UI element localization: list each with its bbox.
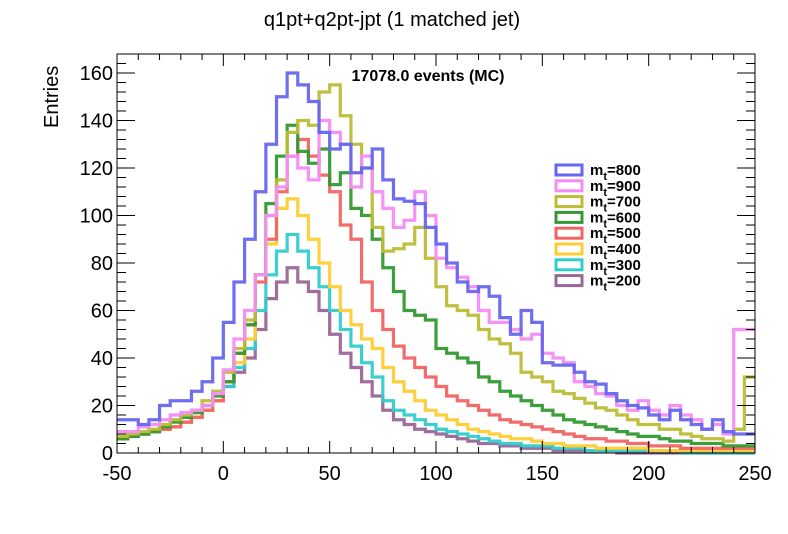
legend-label-0: mt=800 [590, 162, 641, 183]
legend-label-6: mt=300 [590, 257, 641, 278]
y-tick-label: 40 [91, 348, 113, 370]
legend-swatch-7 [554, 274, 584, 288]
x-tick-label: 150 [526, 463, 559, 485]
x-tick-label: 200 [632, 463, 665, 485]
y-tick-label: 100 [80, 206, 113, 228]
legend-label-5: mt=400 [590, 241, 641, 262]
events-annotation: 17078.0 events (MC) [352, 68, 505, 85]
y-tick-label: 120 [80, 158, 113, 180]
legend-swatch-2 [554, 195, 584, 209]
x-tick-label: 0 [218, 463, 229, 485]
legend-label-1: mt=900 [590, 178, 641, 199]
legend-swatch-1 [554, 179, 584, 193]
legend-label-3: mt=600 [590, 209, 641, 230]
x-tick-label: 50 [319, 463, 341, 485]
series-line-3 [117, 123, 755, 448]
chart-title: q1pt+q2pt-jpt (1 matched jet) [264, 9, 520, 31]
x-tick-label: 100 [419, 463, 452, 485]
y-tick-label: 60 [91, 301, 113, 323]
legend: mt=800mt=900mt=700mt=600mt=500mt=400mt=3… [554, 162, 641, 294]
y-tick-label: 0 [102, 443, 113, 465]
legend-swatch-6 [554, 258, 584, 272]
series-layer [117, 71, 755, 455]
y-tick-label: 80 [91, 253, 113, 275]
legend-label-2: mt=700 [590, 194, 641, 215]
x-tick-label: 250 [738, 463, 771, 485]
y-tick-label: 160 [80, 63, 113, 85]
x-tick-label: -50 [103, 463, 132, 485]
y-tick-label: 140 [80, 111, 113, 133]
legend-label-7: mt=200 [590, 273, 641, 294]
legend-swatch-0 [554, 163, 584, 177]
legend-label-4: mt=500 [590, 225, 641, 246]
legend-swatch-5 [554, 242, 584, 256]
y-axis-title: Entries [41, 66, 63, 128]
legend-swatch-4 [554, 226, 584, 240]
legend-swatch-3 [554, 210, 584, 224]
series-line-1 [117, 118, 755, 436]
y-tick-label: 20 [91, 396, 113, 418]
series-line-0 [117, 71, 755, 436]
